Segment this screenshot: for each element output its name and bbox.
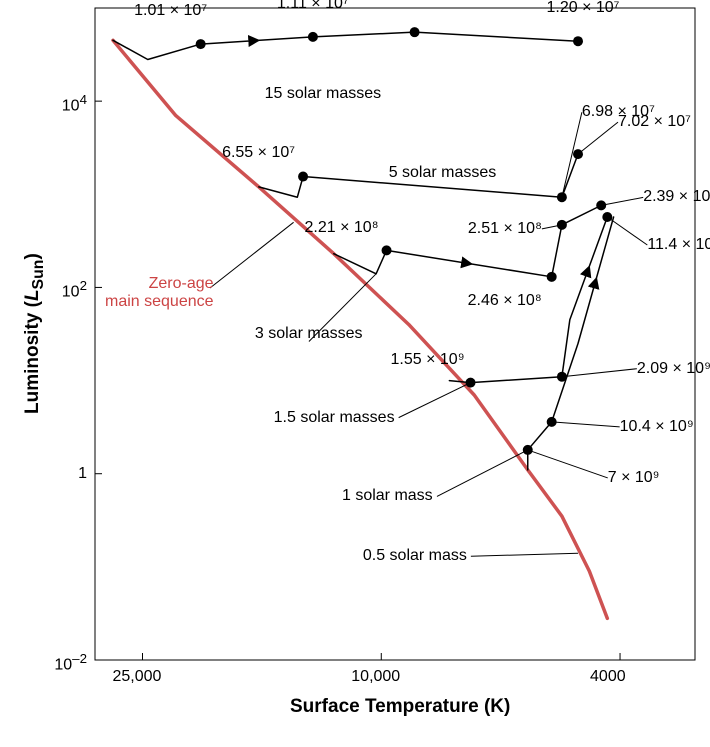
- age-annotation: 2.39 × 10⁹: [643, 188, 710, 206]
- age-annotation: 6.55 × 10⁷: [222, 144, 295, 162]
- y-tick-label: 1: [78, 465, 87, 483]
- age-annotation: 7 × 10⁹: [608, 469, 660, 487]
- mass-label: 1.5 solar masses: [274, 409, 395, 427]
- age-annotation: 1.01 × 10⁷: [134, 2, 207, 20]
- age-annotation: 1.55 × 10⁹: [391, 351, 465, 369]
- age-annotation: 2.09 × 10⁹: [637, 360, 710, 378]
- x-axis-label: Surface Temperature (K): [290, 696, 510, 718]
- age-annotation: 2.21 × 10⁸: [305, 219, 379, 237]
- age-annotation: 1.19 × 10⁷: [398, 0, 471, 1]
- age-annotation: 1.20 × 10⁷: [547, 0, 620, 17]
- y-tick-label: 102: [62, 278, 87, 301]
- mass-label: 5 solar masses: [389, 164, 497, 182]
- x-tick-label: 4000: [590, 668, 626, 686]
- age-annotation: 11.4 × 10⁹: [647, 236, 710, 254]
- age-annotation: 2.51 × 10⁸: [468, 220, 542, 238]
- age-annotation: 10.4 × 10⁹: [620, 418, 694, 436]
- age-annotation: 7.02 × 10⁷: [618, 113, 691, 131]
- x-tick-label: 10,000: [351, 668, 400, 686]
- age-annotation: 2.46 × 10⁸: [468, 292, 542, 310]
- y-tick-label: 104: [62, 92, 87, 115]
- mass-label: 15 solar masses: [265, 85, 382, 103]
- y-tick-label: 10–2: [54, 651, 87, 674]
- y-axis-label: Luminosity (LSun): [22, 253, 48, 414]
- hr-diagram: 104 102 1 10–2 25,000 10,000 4000 Surface Tempe…: [0, 0, 710, 742]
- x-tick-label: 25,000: [113, 668, 162, 686]
- mass-label: 3 solar masses: [255, 325, 363, 343]
- age-annotation: 1.11 × 10⁷: [277, 0, 349, 12]
- mass-label: 1 solar mass: [342, 487, 433, 505]
- mass-label: 0.5 solar mass: [363, 547, 467, 565]
- zams-label: Zero-agemain sequence: [105, 275, 214, 312]
